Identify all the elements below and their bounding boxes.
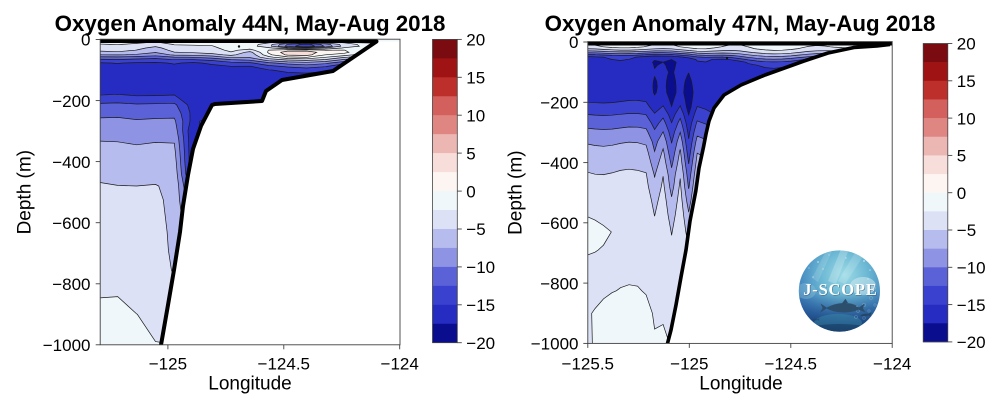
svg-text:−10: −10	[466, 258, 495, 277]
svg-text:20: 20	[957, 35, 976, 54]
svg-text:−1000: −1000	[531, 335, 579, 354]
svg-text:0: 0	[81, 31, 90, 50]
svg-text:−200: −200	[540, 94, 578, 113]
svg-text:5: 5	[466, 144, 475, 163]
svg-text:10: 10	[957, 109, 976, 128]
svg-text:−600: −600	[540, 214, 578, 233]
svg-text:−10: −10	[957, 259, 986, 278]
svg-text:−20: −20	[466, 334, 495, 353]
svg-text:20: 20	[466, 31, 485, 50]
svg-text:−800: −800	[52, 275, 90, 294]
svg-text:−125: −125	[670, 355, 708, 374]
svg-text:−200: −200	[52, 92, 90, 111]
svg-text:−125.5: −125.5	[562, 355, 614, 374]
svg-text:−20: −20	[957, 333, 986, 352]
svg-text:−124.5: −124.5	[765, 355, 817, 374]
svg-text:−124: −124	[873, 355, 911, 374]
svg-text:Longitude: Longitude	[208, 374, 291, 395]
svg-text:−1000: −1000	[43, 336, 91, 355]
svg-text:5: 5	[957, 147, 966, 166]
svg-text:Longitude: Longitude	[699, 374, 782, 395]
svg-text:0: 0	[569, 33, 578, 52]
svg-text:15: 15	[957, 72, 976, 91]
svg-text:−124.5: −124.5	[258, 355, 310, 374]
svg-text:−400: −400	[540, 154, 578, 173]
svg-text:−124: −124	[381, 355, 419, 374]
svg-text:−15: −15	[466, 296, 495, 315]
svg-text:Depth (m): Depth (m)	[505, 150, 526, 234]
svg-text:Oxygen Anomaly 47N, May-Aug 20: Oxygen Anomaly 47N, May-Aug 2018	[545, 11, 936, 36]
svg-text:−125: −125	[149, 355, 187, 374]
svg-text:−400: −400	[52, 153, 90, 172]
svg-text:−600: −600	[52, 214, 90, 233]
svg-text:15: 15	[466, 69, 485, 88]
svg-text:10: 10	[466, 106, 485, 125]
svg-text:0: 0	[957, 184, 966, 203]
svg-text:−15: −15	[957, 296, 986, 315]
svg-text:J-SCOPE: J-SCOPE	[803, 280, 877, 299]
svg-text:−5: −5	[466, 220, 485, 239]
svg-text:Depth (m): Depth (m)	[15, 150, 36, 234]
svg-text:−800: −800	[540, 274, 578, 293]
svg-text:Oxygen Anomaly 44N, May-Aug 20: Oxygen Anomaly 44N, May-Aug 2018	[55, 11, 446, 36]
svg-text:0: 0	[466, 182, 475, 201]
svg-text:−5: −5	[957, 221, 976, 240]
svg-text:J-SCOPE: J-SCOPE	[804, 281, 878, 300]
